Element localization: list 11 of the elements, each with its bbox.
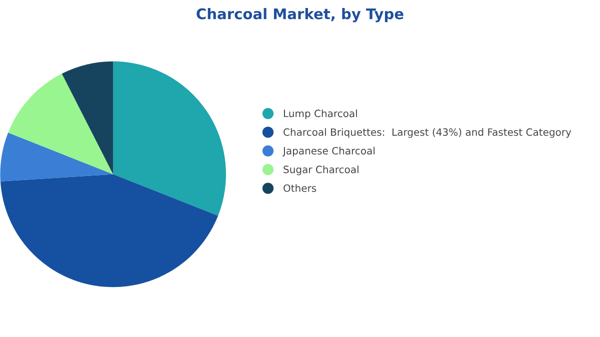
pie-slice [8,74,114,174]
legend-label: Lump Charcoal [284,109,357,120]
pie-slice [0,174,218,288]
pie-slice [113,61,226,216]
pie-slice [62,61,114,174]
legend-label: Others [284,184,316,192]
legend-label: Japanese Charcoal [282,146,375,156]
pie-slice [0,132,114,182]
legend-label: Sugar Charcoal [284,165,358,176]
legend-label: Charcoal Briquettes: Largest (43%) and Fastest Category [284,128,572,138]
chart-title: Charcoal Market, by Type [196,8,404,22]
